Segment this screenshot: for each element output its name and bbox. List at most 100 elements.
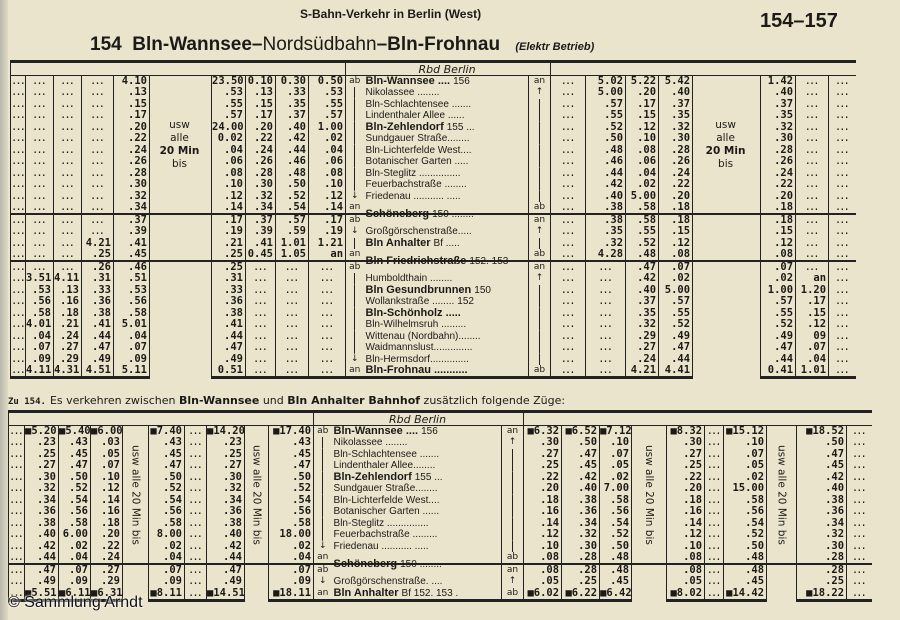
station-reference: 155 ... bbox=[414, 471, 443, 483]
time-cell: .10 bbox=[307, 179, 346, 191]
time-cell: ... bbox=[10, 109, 26, 122]
interval-note bbox=[149, 260, 212, 378]
dash: – bbox=[251, 34, 263, 55]
time-cell: .45 bbox=[796, 460, 847, 472]
time-cell: ... bbox=[795, 190, 829, 202]
time-cell: ... bbox=[25, 226, 54, 238]
time-cell: ... bbox=[585, 273, 626, 285]
time-cell: .28 bbox=[561, 552, 600, 564]
header-right-blank bbox=[550, 60, 856, 76]
time-cell: .26 bbox=[113, 156, 150, 168]
time-cell: .44 bbox=[275, 144, 309, 156]
time-cell: ■8.02 bbox=[666, 587, 705, 602]
time-cell: .40 bbox=[585, 190, 626, 202]
time-cell: .24 bbox=[90, 552, 123, 564]
time-cell: .02 bbox=[599, 471, 632, 483]
direction-line bbox=[345, 284, 364, 296]
timetable-row: ............ 4.10 usw alle 20 Min bis 23.50 0.1… bbox=[10, 75, 856, 214]
time-cell: ... bbox=[10, 166, 26, 179]
time-cell: .49 bbox=[24, 576, 59, 588]
time-cell: .22 bbox=[245, 133, 276, 145]
time-cell: .20 bbox=[658, 190, 693, 202]
time-cell: ... bbox=[795, 213, 829, 226]
time-cell: ... bbox=[550, 213, 586, 226]
time-cell: ... bbox=[828, 190, 856, 202]
station-name: Feuerbachstraße ......... bbox=[333, 529, 438, 541]
time-cell: 4.10 bbox=[113, 75, 150, 87]
direction-marker: ab bbox=[501, 587, 524, 602]
time-cell: ■7.12 bbox=[599, 425, 632, 437]
time-cell: ... bbox=[25, 213, 54, 226]
timetable-row: ... ■5.51 ■6.11 ■6.31 ■8.11... ■14.51 ■18.11 an… bbox=[8, 587, 872, 602]
time-cell: ... bbox=[846, 552, 872, 564]
time-cell: ... bbox=[275, 307, 309, 319]
time-cell: .31 bbox=[211, 273, 246, 285]
time-cell: 4.21 bbox=[625, 365, 659, 379]
time-cell: ... bbox=[550, 307, 586, 319]
station-name-cell: Bln-Zehlendorf 155 ... bbox=[332, 471, 502, 484]
station-name: Wittenau (Nordbahn)........ bbox=[365, 330, 481, 342]
time-cell: ... bbox=[704, 425, 724, 437]
time-cell: ... bbox=[10, 178, 26, 191]
time-cell: ... bbox=[245, 296, 276, 308]
time-cell: .28 bbox=[796, 563, 847, 576]
direction-line bbox=[313, 471, 332, 483]
time-cell: .20 bbox=[523, 483, 562, 495]
station-name: Schöneberg bbox=[333, 558, 398, 570]
time-cell: .32 bbox=[585, 237, 626, 249]
direction-marker: an bbox=[345, 249, 364, 261]
main-timetable: Rbd Berlin............ 4.10 usw alle 20 Min b… bbox=[9, 60, 856, 379]
station-name: Bln-Wilhelmsruh ......... bbox=[365, 319, 467, 331]
time-cell: .57 bbox=[760, 296, 796, 308]
direction-line bbox=[345, 307, 364, 319]
route-to: Bln-Frohnau bbox=[387, 34, 501, 55]
station-name-cell: Bln-Zehlendorf 155 ... bbox=[364, 121, 529, 134]
time-cell: ■6.02 bbox=[523, 587, 562, 602]
time-cell: .50 bbox=[585, 133, 626, 145]
direction-line bbox=[345, 179, 364, 191]
time-cell: ... bbox=[10, 318, 26, 331]
time-cell: .14 bbox=[90, 494, 123, 506]
direction-line bbox=[345, 110, 364, 122]
station-name-cell: Bln Anhalter Bf ..... bbox=[364, 237, 529, 250]
station-name: Großgörschenstraße..... bbox=[365, 226, 472, 238]
time-cell: ... bbox=[550, 237, 586, 249]
station-name: Lindenthaler Allee ...... bbox=[365, 110, 465, 122]
direction-line bbox=[345, 273, 364, 285]
time-cell: ... bbox=[184, 460, 207, 472]
time-cell: .15 bbox=[658, 226, 693, 238]
direction-marker: ↓ bbox=[313, 540, 332, 552]
timetable-row: ... .49.09.29.09... .49.09 ↓ Großgörschenstr… bbox=[8, 576, 872, 588]
time-cell: .34 bbox=[245, 202, 276, 214]
time-cell: ... bbox=[245, 342, 276, 354]
station-reference: Bf ..... bbox=[433, 237, 460, 249]
direction-line bbox=[501, 448, 524, 460]
time-cell: .35 bbox=[275, 98, 309, 110]
time-cell: .13 bbox=[245, 87, 276, 99]
time-cell: ... bbox=[795, 179, 829, 191]
time-cell: ... bbox=[10, 364, 26, 379]
time-cell: .08 bbox=[523, 563, 562, 576]
time-cell: .09 bbox=[267, 576, 314, 588]
time-cell: ... bbox=[795, 260, 829, 273]
time-cell: .28 bbox=[796, 552, 847, 564]
route-from: Bln-Wannsee bbox=[132, 34, 252, 55]
time-cell: 0.10 bbox=[245, 75, 276, 87]
time-cell: .52 bbox=[275, 190, 309, 202]
timetable-row: ... .38.58.18.58... .38.58 Bln-Steglitz ...… bbox=[8, 517, 872, 529]
time-cell: .07 bbox=[599, 448, 632, 460]
time-cell: ... bbox=[307, 330, 346, 342]
time-cell: .55 bbox=[585, 110, 626, 122]
time-cell: .04 bbox=[795, 353, 829, 365]
station-name-cell: Bln Gesundbrunnen 150 bbox=[364, 284, 529, 297]
time-cell: ... bbox=[585, 260, 626, 273]
station-name-cell: Bln-Lichterfelde West.... bbox=[332, 495, 502, 507]
station-reference: 150 bbox=[474, 284, 491, 296]
timetable-row: ... .44.04.24.04... .44.04 an ab .08.28.48.08… bbox=[8, 552, 872, 564]
time-cell: ... bbox=[245, 307, 276, 319]
time-cell: .52 bbox=[58, 483, 91, 495]
time-cell: .44 bbox=[206, 552, 245, 564]
time-cell: .24 bbox=[760, 167, 796, 179]
station-reference: 150 ........ bbox=[400, 559, 442, 570]
time-cell: .16 bbox=[53, 296, 82, 308]
